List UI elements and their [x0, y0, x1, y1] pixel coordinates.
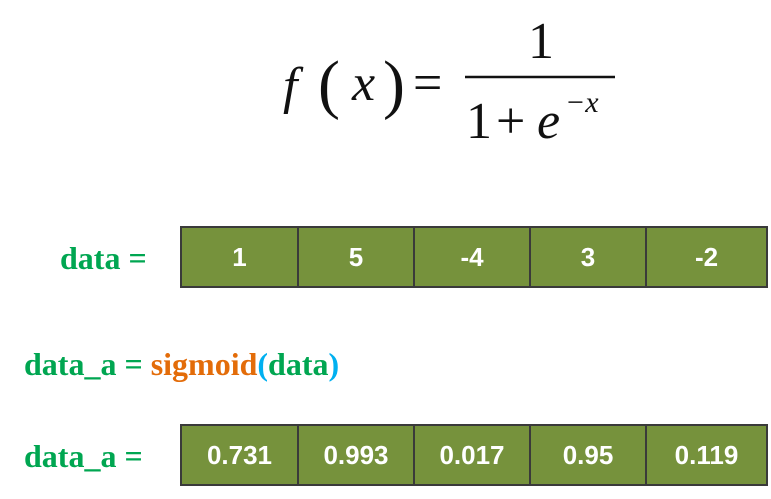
data-cell: 5 — [299, 228, 415, 286]
data-label: data = — [60, 240, 147, 276]
result-label: data_a = — [24, 438, 143, 474]
formula-open-paren: ( — [318, 48, 340, 121]
formula-den-plus: + — [496, 93, 525, 150]
formula-den-exponent: −x — [565, 86, 599, 119]
result-array: 0.731 0.993 0.017 0.95 0.119 — [180, 424, 768, 486]
data-array: 1 5 -4 3 -2 — [180, 226, 768, 288]
data-cell: 3 — [531, 228, 647, 286]
data-cell: -4 — [415, 228, 531, 286]
formula-x: x — [351, 55, 375, 112]
sigmoid-formula: f ( x ) = 1 1 + e −x — [283, 13, 615, 150]
expr-arg: data — [268, 346, 329, 382]
formula-den-one: 1 — [466, 93, 492, 150]
formula-numerator: 1 — [528, 13, 554, 70]
formula-den-e: e — [537, 93, 560, 150]
result-cell: 0.95 — [531, 426, 647, 484]
sigmoid-expression: data_a = sigmoid(data) — [24, 348, 339, 380]
data-cell: 1 — [182, 228, 299, 286]
formula-close-paren: ) — [383, 48, 405, 121]
expr-var: data_a — [24, 346, 117, 382]
formula-equals: = — [413, 55, 442, 112]
result-cell: 0.119 — [647, 426, 766, 484]
result-cell: 0.731 — [182, 426, 299, 484]
expr-function: sigmoid — [150, 346, 258, 382]
expr-equals: = — [116, 346, 151, 382]
result-cell: 0.017 — [415, 426, 531, 484]
formula-f: f — [283, 58, 304, 115]
expr-open-paren: ( — [257, 346, 269, 382]
result-cell: 0.993 — [299, 426, 415, 484]
data-cell: -2 — [647, 228, 766, 286]
expr-close-paren: ) — [328, 346, 340, 382]
